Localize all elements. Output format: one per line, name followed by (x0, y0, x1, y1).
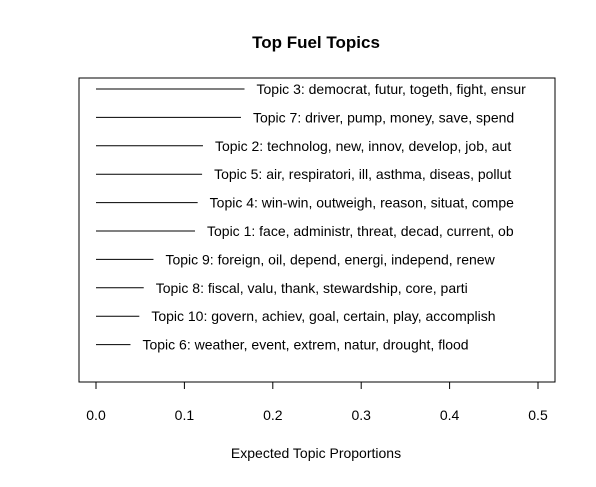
x-tick-label: 0.1 (175, 407, 195, 423)
chart-title: Top Fuel Topics (252, 33, 380, 52)
x-tick-label: 0.4 (440, 407, 460, 423)
x-tick-label: 0.0 (86, 407, 106, 423)
x-tick-label: 0.2 (263, 407, 283, 423)
bar-label: Topic 2: technolog, new, innov, develop,… (215, 138, 511, 154)
bar-label: Topic 9: foreign, oil, depend, energi, i… (165, 251, 495, 267)
bars-layer: Topic 3: democrat, futur, togeth, fight,… (96, 81, 526, 353)
x-tick-label: 0.3 (351, 407, 371, 423)
x-axis: 0.0 0.1 0.2 0.3 0.4 0.5 (86, 381, 548, 423)
x-tick-label: 0.5 (528, 407, 548, 423)
bar-label: Topic 8: fiscal, valu, thank, stewardshi… (156, 280, 468, 296)
bar-label: Topic 6: weather, event, extrem, natur, … (142, 337, 468, 353)
bar-label: Topic 10: govern, achiev, goal, certain,… (151, 308, 495, 324)
x-axis-title: Expected Topic Proportions (231, 445, 401, 461)
bar-label: Topic 3: democrat, futur, togeth, fight,… (257, 81, 527, 97)
bar-label: Topic 7: driver, pump, money, save, spen… (253, 109, 514, 125)
bar-label: Topic 1: face, administr, threat, decad,… (207, 223, 514, 239)
bar-label: Topic 5: air, respiratori, ill, asthma, … (214, 166, 511, 182)
bar-label: Topic 4: win-win, outweigh, reason, situ… (210, 195, 514, 211)
